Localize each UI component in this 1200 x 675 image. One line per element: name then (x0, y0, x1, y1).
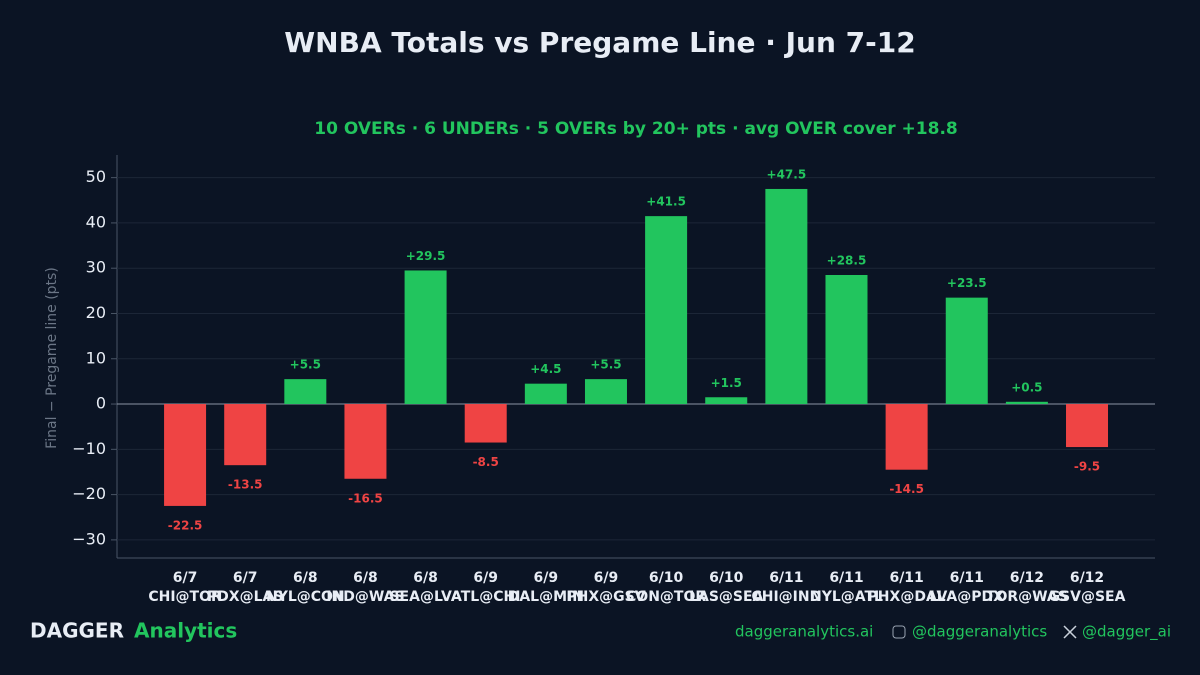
x-tick-label: 6/9 (473, 570, 498, 586)
bar (765, 188, 808, 405)
y-tick-label: 10 (86, 348, 106, 367)
x-tick-matchup: IND@WAS (326, 589, 404, 605)
value-label: -22.5 (168, 518, 203, 532)
value-label: -8.5 (473, 455, 499, 469)
value-label: +4.5 (530, 362, 561, 376)
x-tick-matchup: NYL@ATL (810, 589, 883, 605)
y-tick-label: −30 (72, 529, 106, 548)
x-tick-label: 6/10 (649, 570, 684, 586)
x-tick-label: 6/10 (709, 570, 744, 586)
value-label: -16.5 (348, 491, 383, 505)
x-tick-matchup: LAS@SEA (689, 589, 763, 605)
x-tick-matchup: PHX@DAL (868, 589, 946, 605)
instagram-icon (892, 625, 906, 639)
value-label: +28.5 (827, 253, 867, 267)
x-tick-label: 6/7 (173, 570, 198, 586)
bar (464, 404, 507, 443)
bar (524, 383, 567, 405)
value-label: +0.5 (1011, 380, 1042, 394)
value-label: +5.5 (590, 358, 621, 372)
footer-x: @dagger_ai (1082, 623, 1171, 642)
x-tick-matchup: CHI@TOR (148, 589, 222, 605)
y-tick-label: 30 (86, 258, 106, 277)
x-tick-label: 6/11 (829, 570, 863, 586)
bar (284, 379, 327, 405)
bar (344, 404, 387, 479)
bar (1005, 401, 1048, 405)
x-icon (1063, 625, 1077, 639)
x-tick-label: 6/12 (1010, 570, 1044, 586)
bar (645, 216, 688, 405)
x-tick-matchup: DAL@MIN (508, 589, 584, 605)
y-tick-label: 50 (86, 167, 106, 186)
y-tick-label: 0 (96, 394, 106, 413)
x-tick-label: 6/11 (769, 570, 803, 586)
value-label: -13.5 (228, 478, 263, 492)
value-label: +47.5 (767, 167, 807, 181)
chart-title: WNBA Totals vs Pregame Line · Jun 7-12 (284, 26, 915, 59)
value-label: +23.5 (947, 276, 987, 290)
y-tick-label: 40 (86, 212, 106, 231)
x-tick-matchup: ATL@CHI (451, 589, 520, 605)
x-tick-label: 6/8 (293, 570, 318, 586)
x-tick-matchup: CHI@IND (751, 589, 821, 605)
footer-instagram: @daggeranalytics (912, 623, 1047, 641)
x-tick-label: 6/12 (1070, 570, 1104, 586)
x-tick-matchup: SEA@LVA (389, 589, 461, 605)
bar (224, 404, 267, 466)
value-label: +29.5 (406, 249, 446, 263)
x-tick-label: 6/9 (594, 570, 619, 586)
bar (1066, 404, 1109, 448)
x-tick-matchup: LVA@PDX (930, 589, 1005, 605)
value-label: -14.5 (889, 482, 924, 496)
bar (164, 404, 207, 506)
y-tick-label: 20 (86, 303, 106, 322)
x-tick-matchup: TOR@WAS (986, 589, 1068, 605)
footer-site: daggeranalytics.ai (735, 623, 873, 641)
y-tick-label: −10 (72, 439, 106, 458)
x-tick-matchup: PDX@LAS (207, 589, 284, 605)
y-axis-label: Final − Pregame line (pts) (44, 267, 60, 449)
x-tick-label: 6/8 (353, 570, 378, 586)
value-label: +5.5 (290, 358, 321, 372)
x-tick-label: 6/8 (413, 570, 438, 586)
x-tick-label: 6/11 (889, 570, 923, 586)
x-tick-matchup: CON@TOR (626, 589, 706, 605)
bar (705, 397, 748, 405)
bar (584, 379, 627, 405)
bar (885, 404, 928, 470)
x-tick-matchup: NYL@CON (266, 589, 345, 605)
value-label: +1.5 (711, 376, 742, 390)
x-tick-label: 6/9 (534, 570, 559, 586)
x-tick-label: 6/7 (233, 570, 258, 586)
bar (825, 274, 868, 405)
y-tick-label: −20 (72, 484, 106, 503)
x-tick-label: 6/11 (950, 570, 984, 586)
value-label: -9.5 (1074, 460, 1100, 474)
bar (945, 297, 988, 405)
value-label: +41.5 (646, 195, 686, 209)
brand: DAGGER (30, 619, 124, 643)
brand-accent: Analytics (134, 619, 237, 643)
bar (404, 270, 447, 405)
x-tick-matchup: GSV@SEA (1049, 589, 1126, 605)
chart-subtitle: 10 OVERs · 6 UNDERs · 5 OVERs by 20+ pts… (314, 119, 957, 139)
x-tick-matchup: PHX@GSV (566, 589, 645, 605)
